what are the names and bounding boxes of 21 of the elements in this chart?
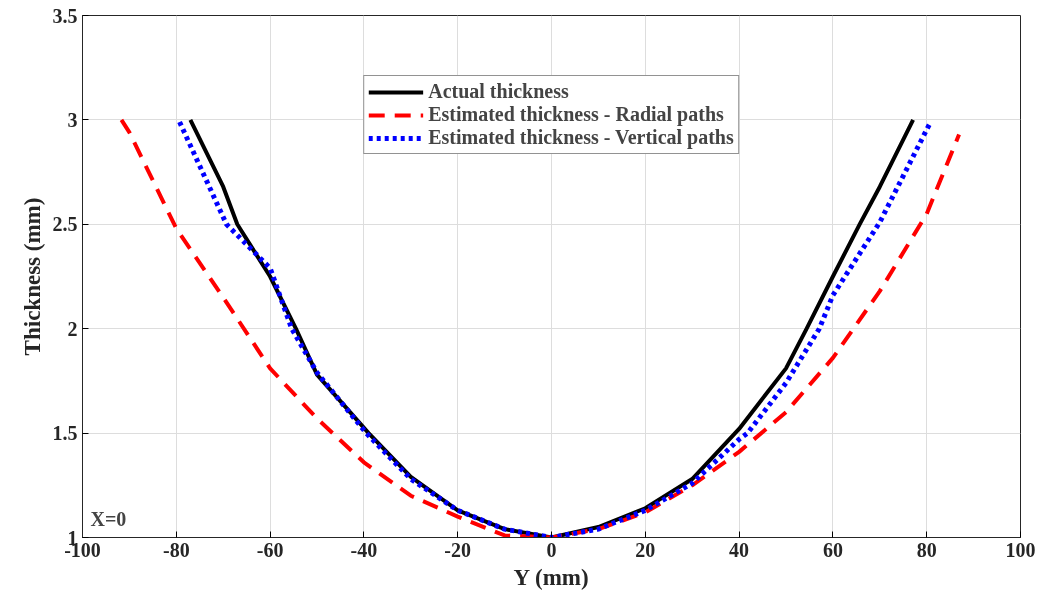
x-tick-label: 100 (1005, 538, 1036, 561)
legend-label: Estimated thickness - Vertical paths (428, 126, 734, 149)
x-tick-label: 20 (635, 538, 656, 561)
y-tick-label: 3 (67, 108, 78, 131)
x-tick-label: -60 (256, 538, 284, 561)
x-axis-title: Y (mm) (513, 564, 589, 590)
x-tick-label: 80 (916, 538, 937, 561)
y-tick-label: 2.5 (52, 213, 78, 236)
y-tick-label: 1.5 (52, 422, 78, 445)
annotation: X=0 (90, 507, 127, 530)
x-tick-label: 40 (729, 538, 750, 561)
x-tick-label: 0 (546, 538, 557, 561)
x-tick-label: -20 (444, 538, 472, 561)
y-axis-title: Thickness (mm) (19, 197, 45, 356)
x-tick-label: 60 (822, 538, 843, 561)
y-tick-label: 2 (67, 317, 78, 340)
x-tick-label: -80 (162, 538, 190, 561)
legend-label: Estimated thickness - Radial paths (428, 103, 724, 126)
x-tick-label: -40 (350, 538, 378, 561)
y-tick-label: 3.5 (52, 4, 78, 27)
legend-label: Actual thickness (428, 80, 569, 103)
